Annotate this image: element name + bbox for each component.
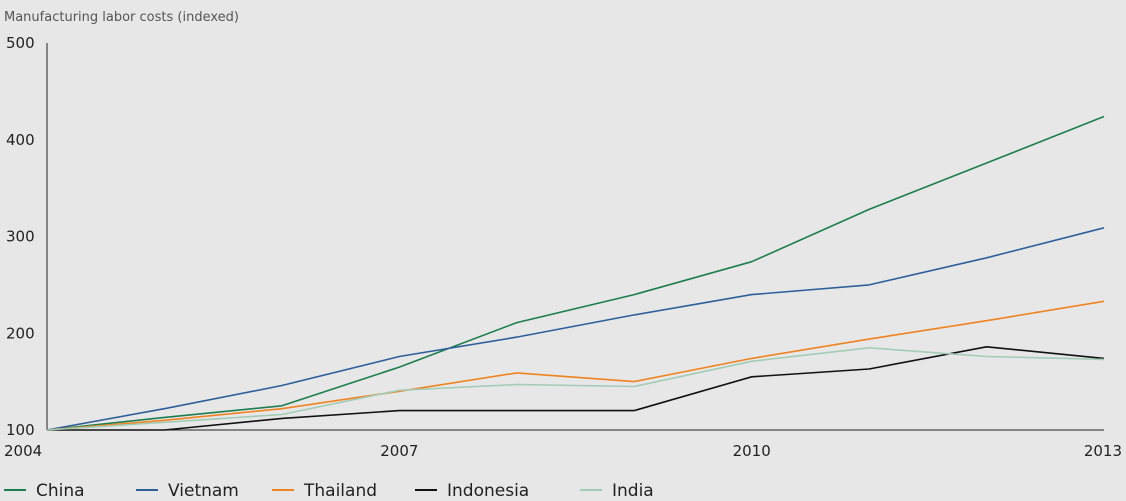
legend-item-india: India (580, 481, 654, 501)
legend-item-indonesia: Indonesia (415, 481, 529, 501)
x-tick-label: 2013 (1084, 442, 1122, 460)
ticks-layer: 100 200 300 400 500 2004 2007 2010 2013 (4, 34, 1122, 460)
y-tick-label: 500 (6, 34, 35, 52)
legend-item-thailand: Thailand (272, 481, 377, 501)
x-tick-label: 2004 (4, 442, 42, 460)
y-tick-label: 100 (6, 421, 35, 439)
series-line-thailand (46, 300, 1105, 431)
series-layer (46, 115, 1105, 431)
x-tick-label: 2010 (733, 442, 771, 460)
series-line-vietnam (46, 227, 1105, 431)
axes (46, 43, 1104, 431)
series-line-india (46, 346, 1105, 431)
legend-item-china: China (4, 481, 85, 501)
series-line-china (46, 115, 1105, 431)
y-tick-label: 300 (6, 228, 35, 246)
y-tick-label: 400 (6, 131, 35, 149)
legend-label: China (36, 481, 85, 501)
series-line-indonesia (47, 345, 1105, 431)
y-axis-label: Manufacturing labor costs (indexed) (4, 10, 239, 25)
legend-label: India (612, 481, 654, 501)
y-tick-label: 200 (6, 324, 35, 342)
x-tick-label: 2007 (380, 442, 418, 460)
legend-label: Thailand (303, 481, 377, 501)
legend-item-vietnam: Vietnam (136, 481, 239, 501)
legend-label: Vietnam (168, 481, 239, 501)
legend-label: Indonesia (447, 481, 529, 501)
legend: China Vietnam Thailand Indonesia India (4, 481, 654, 501)
